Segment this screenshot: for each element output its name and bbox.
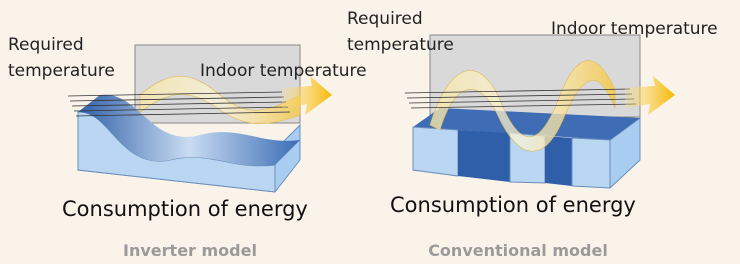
energy-label: Consumption of energy (390, 193, 636, 217)
caption: Inverter model (123, 241, 257, 260)
conventional-illustration (405, 35, 675, 188)
required-label: temperature (8, 61, 115, 81)
required-label: temperature (347, 35, 454, 55)
indoor-label: Indoor temperature (551, 19, 718, 39)
energy-label: Consumption of energy (62, 197, 308, 221)
required-label: Required (347, 9, 423, 29)
indoor-label: Indoor temperature (200, 61, 367, 81)
required-label: Required (8, 35, 84, 55)
caption: Conventional model (428, 241, 608, 260)
diagram: Required temperature Indoor temperature … (0, 0, 740, 264)
